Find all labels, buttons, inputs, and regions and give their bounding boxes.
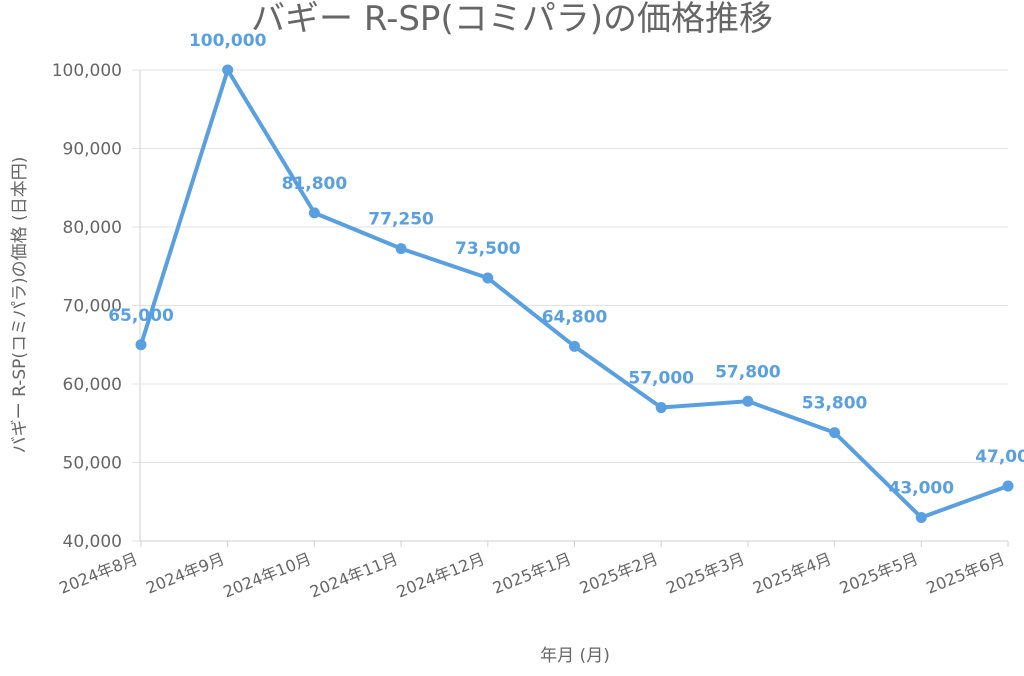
data-point: [742, 395, 754, 407]
data-label: 43,000: [888, 478, 954, 498]
data-point: [135, 339, 147, 351]
grid-lines: [132, 69, 1008, 542]
x-tick-label: 2024年9月: [143, 549, 227, 598]
y-tick-label: 100,000: [52, 61, 122, 81]
data-point: [308, 207, 320, 219]
data-label: 100,000: [189, 31, 267, 51]
x-axis-title: 年月 (月): [540, 646, 610, 666]
y-tick-label: 70,000: [63, 297, 122, 317]
x-tick-label: 2025年2月: [577, 549, 661, 598]
data-point: [915, 511, 927, 523]
y-tick-label: 90,000: [63, 140, 122, 160]
data-label: 47,000: [975, 447, 1024, 467]
data-label: 77,250: [368, 210, 434, 230]
y-tick-label: 80,000: [63, 218, 122, 238]
price-series: [135, 64, 1014, 523]
x-tick-label: 2025年1月: [490, 549, 574, 598]
y-axis-title: バギー R-SP(コミパラ)の価格 (日本円): [10, 157, 30, 454]
data-labels: 65,000 100,000 81,800 77,250 73,500 64,800 57,…: [108, 31, 1024, 498]
x-tick-label: 2025年6月: [924, 549, 1008, 598]
y-axis-ticks: 40,000 50,000 60,000 70,000 80,000 90,000 100,…: [52, 61, 122, 552]
y-tick-label: 60,000: [63, 375, 122, 395]
y-tick-label: 50,000: [63, 454, 122, 474]
data-point: [655, 402, 667, 414]
data-label: 65,000: [108, 306, 174, 326]
data-label: 73,500: [455, 239, 521, 259]
x-tick-label: 2025年3月: [663, 549, 747, 598]
data-label: 57,800: [715, 362, 781, 382]
data-point: [482, 272, 494, 284]
x-tick-label: 2024年10月: [220, 549, 313, 601]
x-tick-label: 2025年5月: [837, 549, 921, 598]
data-label: 57,000: [628, 369, 694, 389]
data-point: [829, 427, 841, 439]
x-tick-label: 2025年4月: [750, 549, 834, 598]
chart-title: バギー R-SP(コミパラ)の価格推移: [251, 0, 773, 39]
x-tick-label: 2024年12月: [394, 549, 487, 601]
data-label: 53,800: [802, 394, 868, 414]
data-point: [569, 340, 580, 352]
x-tick-label: 2024年8月: [57, 549, 141, 598]
x-tick-label: 2024年11月: [307, 549, 400, 601]
data-label: 81,800: [282, 174, 348, 194]
data-point: [395, 243, 407, 255]
data-point: [222, 64, 234, 76]
data-label: 64,800: [542, 307, 608, 327]
y-tick-label: 40,000: [63, 532, 122, 552]
series-line: [139, 68, 1010, 520]
data-point: [1002, 480, 1014, 492]
